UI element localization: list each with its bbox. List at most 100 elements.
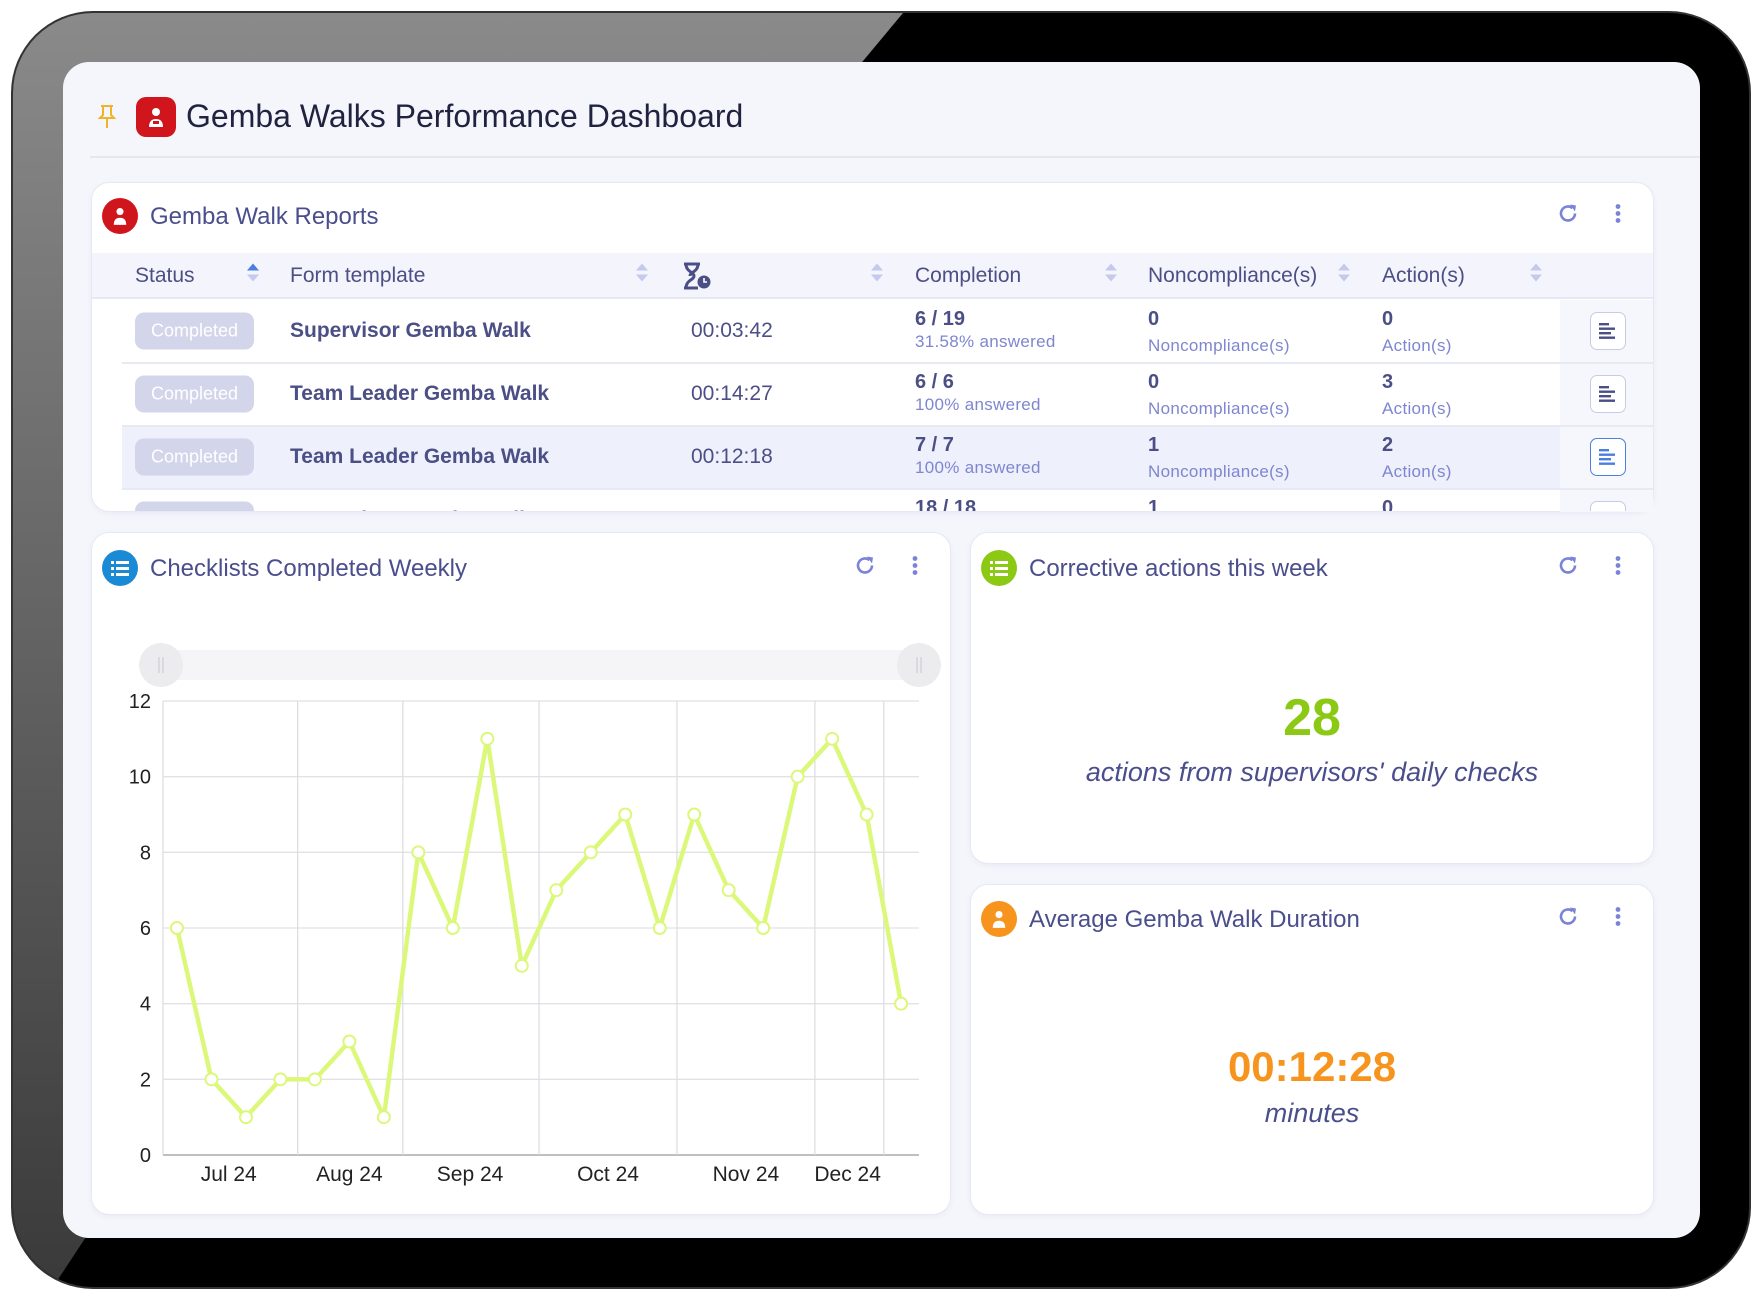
corrective-actions-card xyxy=(970,532,1654,864)
form-template[interactable]: Team Leader Gemba Walk xyxy=(290,382,550,405)
more-options-icon[interactable] xyxy=(912,556,918,581)
data-point xyxy=(204,1072,219,1087)
data-point xyxy=(894,996,909,1011)
more-options-icon[interactable] xyxy=(1615,907,1621,932)
data-point xyxy=(859,807,874,822)
row-divider xyxy=(122,425,1653,427)
x-tick-label: Oct 24 xyxy=(577,1163,639,1186)
refresh-icon[interactable] xyxy=(1557,555,1579,582)
noncompliance-label: Noncompliance(s) xyxy=(1148,462,1290,481)
range-slider-track[interactable] xyxy=(150,650,930,680)
checklists-title: Checklists Completed Weekly xyxy=(150,555,468,582)
completion-percent: 100% answered xyxy=(915,458,1041,477)
worker-icon xyxy=(981,901,1017,937)
worker-icon xyxy=(102,198,138,234)
hourglass-clock-icon[interactable] xyxy=(682,262,712,295)
completion-count: 7 / 7 xyxy=(915,434,954,456)
data-point xyxy=(825,731,840,746)
list-icon xyxy=(102,550,138,586)
noncompliance-count: 0 xyxy=(1148,308,1160,330)
corrective-title: Corrective actions this week xyxy=(1029,555,1328,582)
range-slider-right-handle[interactable] xyxy=(897,643,941,687)
completion-count: 6 / 19 xyxy=(915,308,966,330)
y-tick-label: 8 xyxy=(140,842,151,864)
status-badge: Completed xyxy=(135,501,254,511)
data-point xyxy=(273,1072,288,1087)
refresh-icon[interactable] xyxy=(854,555,876,582)
x-tick-label: Nov 24 xyxy=(713,1163,780,1186)
more-options-icon[interactable] xyxy=(1615,204,1621,229)
form-template[interactable]: Supervisor Gemba Walk xyxy=(290,508,531,511)
range-slider-left-handle[interactable] xyxy=(139,643,183,687)
data-point xyxy=(790,769,805,784)
average-duration-unit: minutes xyxy=(1264,1098,1360,1128)
actions-label: Action(s) xyxy=(1382,399,1452,418)
data-point xyxy=(411,845,426,860)
column-status[interactable]: Status xyxy=(135,264,195,287)
column-noncompliance[interactable]: Noncompliance(s) xyxy=(1148,264,1318,287)
series-line xyxy=(174,736,904,1120)
y-tick-label: 10 xyxy=(129,767,151,789)
average-duration-value: 00:12:28 xyxy=(1227,1043,1397,1090)
data-point xyxy=(549,883,564,898)
column-form-template[interactable]: Form template xyxy=(290,264,426,287)
page-title: Gemba Walks Performance Dashboard xyxy=(186,98,744,134)
data-point xyxy=(376,1110,391,1125)
view-report-button[interactable] xyxy=(1590,375,1626,413)
x-tick-label: Dec 24 xyxy=(814,1163,881,1186)
status-badge: Completed xyxy=(135,438,254,476)
noncompliance-count: 0 xyxy=(1148,371,1160,393)
duration: 00:03:42 xyxy=(691,319,773,342)
corrective-actions-caption: actions from supervisors' daily checks xyxy=(1085,757,1539,787)
sort-icon[interactable] xyxy=(1104,263,1118,288)
form-template[interactable]: Team Leader Gemba Walk xyxy=(290,445,550,468)
column-actions[interactable]: Action(s) xyxy=(1382,264,1465,287)
status-badge: Completed xyxy=(135,375,254,413)
pin-icon[interactable] xyxy=(97,104,117,135)
data-point xyxy=(445,921,460,935)
sort-icon[interactable] xyxy=(635,263,649,288)
data-point xyxy=(618,807,633,822)
data-point xyxy=(583,845,598,860)
row-divider xyxy=(122,362,1653,364)
y-tick-label: 2 xyxy=(140,1069,151,1091)
view-report-button[interactable] xyxy=(1590,438,1626,476)
actions-label: Action(s) xyxy=(1382,462,1452,481)
actions-count: 2 xyxy=(1382,434,1394,456)
sort-icon[interactable] xyxy=(1529,263,1543,288)
view-report-button[interactable] xyxy=(1590,501,1626,511)
sort-icon[interactable] xyxy=(870,263,884,288)
data-point xyxy=(307,1072,322,1087)
report-lines-icon xyxy=(1599,323,1615,339)
view-report-button[interactable] xyxy=(1590,312,1626,350)
refresh-icon[interactable] xyxy=(1557,203,1579,230)
app-logo-icon xyxy=(136,97,176,137)
average-duration-card xyxy=(970,884,1654,1215)
x-tick-label: Aug 24 xyxy=(316,1163,383,1186)
x-tick-label: Sep 24 xyxy=(437,1163,504,1186)
refresh-icon[interactable] xyxy=(1557,906,1579,933)
y-tick-label: 4 xyxy=(140,994,151,1016)
actions-count: 3 xyxy=(1382,371,1394,393)
form-template[interactable]: Supervisor Gemba Walk xyxy=(290,319,531,342)
data-point xyxy=(342,1034,357,1049)
sort-icon[interactable] xyxy=(1337,263,1351,288)
completion-percent: 100% answered xyxy=(915,395,1041,414)
column-completion[interactable]: Completion xyxy=(915,264,1022,287)
sort-icon[interactable] xyxy=(246,263,260,288)
header-divider xyxy=(90,156,1700,158)
more-options-icon[interactable] xyxy=(1615,556,1621,581)
data-point xyxy=(514,958,529,973)
duration-title: Average Gemba Walk Duration xyxy=(1029,906,1360,933)
completion-percent: 31.58% answered xyxy=(915,332,1056,351)
reports-title: Gemba Walk Reports xyxy=(150,203,379,230)
duration: 00:04:55 xyxy=(691,508,773,511)
table-row-highlight xyxy=(122,425,1653,488)
data-point xyxy=(721,883,736,898)
data-point xyxy=(170,921,184,935)
completion-count: 18 / 18 xyxy=(915,497,977,511)
data-point xyxy=(238,1110,253,1125)
actions-label: Action(s) xyxy=(1382,336,1452,355)
data-point xyxy=(756,921,771,935)
